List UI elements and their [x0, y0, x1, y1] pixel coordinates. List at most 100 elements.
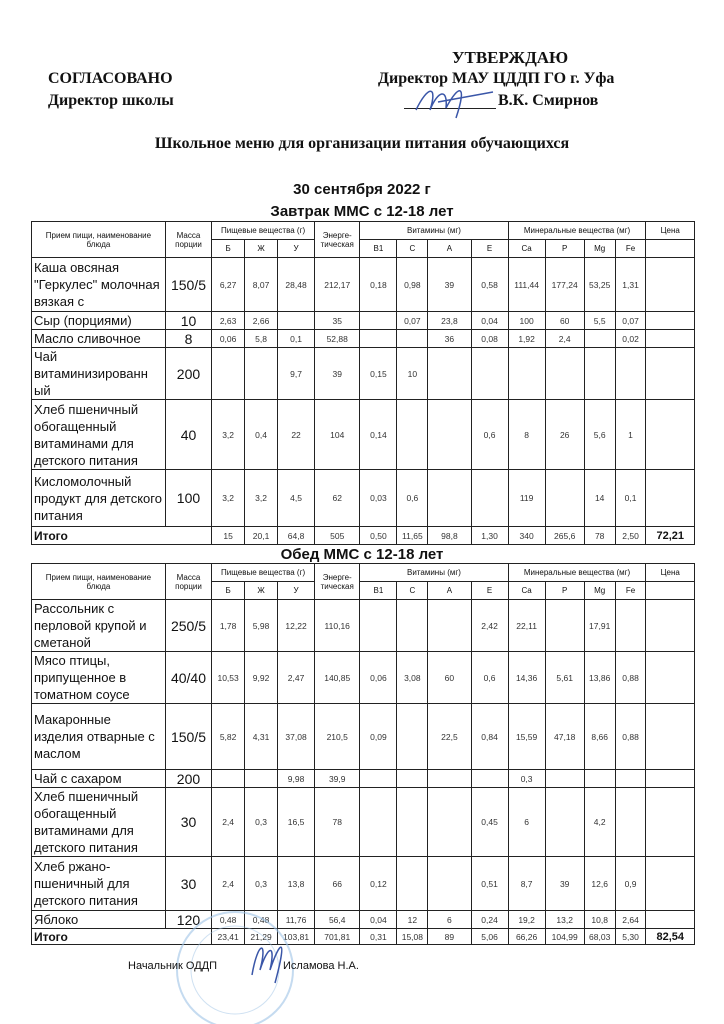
portion-mass: 40/40 [164, 651, 213, 704]
col-у-header: У [277, 239, 316, 258]
portion-mass: 250/5 [164, 599, 213, 652]
value-cell: 17,91 [583, 599, 616, 652]
value-cell: 16,5 [277, 787, 316, 857]
signature-line [404, 108, 496, 109]
value-cell: 2,64 [614, 910, 647, 929]
table-row: Чай с сахаром 200 9,98 39,9 0,3 [31, 769, 695, 788]
col-fe-header: Fe [614, 581, 647, 600]
header-row: Прием пищи, наименование блюда Масса порц… [31, 563, 695, 600]
col-c-header: C [396, 239, 429, 258]
portion-mass: 150/5 [164, 257, 213, 312]
value-cell: 6 [427, 910, 472, 929]
col-mass-header: Масса порции [164, 563, 213, 600]
value-cell: 2,66 [244, 311, 279, 330]
total-value: 5,06 [470, 928, 509, 945]
value-cell: 9,7 [277, 347, 316, 400]
portion-mass: 200 [164, 769, 213, 788]
value-cell: 14 [583, 469, 616, 527]
value-cell: 1,78 [211, 599, 246, 652]
col-c-header: C [396, 581, 429, 600]
value-cell: 0,24 [470, 910, 509, 929]
total-value: 0,50 [359, 526, 398, 545]
value-cell: 0,07 [396, 311, 429, 330]
value-cell: 47,18 [544, 703, 585, 770]
dish-name: Хлеб пшеничный обогащенный витаминами дл… [31, 399, 166, 470]
value-cell: 6,27 [211, 257, 246, 312]
value-cell [427, 399, 472, 470]
value-cell [427, 787, 472, 857]
value-cell [583, 769, 616, 788]
value-cell: 0,88 [614, 651, 647, 704]
price-cell [645, 769, 695, 788]
value-cell [211, 347, 246, 400]
dish-name: Кисломолочный продукт для детского питан… [31, 469, 166, 527]
value-cell [396, 329, 429, 348]
price-cell [645, 910, 695, 929]
price-cell [645, 399, 695, 470]
value-cell: 0,04 [470, 311, 509, 330]
value-cell: 0,02 [614, 329, 647, 348]
total-value: 78 [583, 526, 616, 545]
value-cell: 119 [507, 469, 546, 527]
approve-name: В.К. Смирнов [498, 92, 599, 109]
value-cell: 39 [544, 856, 585, 911]
dish-name: Мясо птицы, припущенное в томатном соусе [31, 651, 166, 704]
value-cell [359, 769, 398, 788]
col-ж-header: Ж [244, 239, 279, 258]
value-cell: 100 [507, 311, 546, 330]
table-row: Масло сливочное 8 0,06 5,8 0,1 52,88 36 0,08 1,9… [31, 329, 695, 348]
value-cell: 0,03 [359, 469, 398, 527]
value-cell: 3,2 [211, 399, 246, 470]
value-cell: 12,22 [277, 599, 316, 652]
value-cell [507, 347, 546, 400]
value-cell: 22,5 [427, 703, 472, 770]
total-value: 66,26 [507, 928, 546, 945]
value-cell: 3,08 [396, 651, 429, 704]
subheader-row: Б Ж У B1 C A E Ca P Mg Fe [32, 581, 695, 600]
value-cell [614, 599, 647, 652]
value-cell: 0,07 [614, 311, 647, 330]
value-cell: 111,44 [507, 257, 546, 312]
table-row: Мясо птицы, припущенное в томатном соусе… [31, 651, 695, 704]
value-cell: 8 [507, 399, 546, 470]
value-cell: 60 [427, 651, 472, 704]
breakfast-title: Завтрак ММС с 12-18 лет [270, 203, 454, 220]
value-cell: 2,63 [211, 311, 246, 330]
value-cell: 110,16 [314, 599, 361, 652]
value-cell: 19,2 [507, 910, 546, 929]
value-cell: 2,4 [211, 787, 246, 857]
value-cell [470, 347, 509, 400]
value-cell: 0,06 [359, 651, 398, 704]
col-price-sub [645, 581, 695, 600]
total-value: 103,81 [277, 928, 316, 945]
value-cell: 22,11 [507, 599, 546, 652]
value-cell [396, 703, 429, 770]
total-row: Итого 23,41 21,29 103,81 701,81 0,31 15,08 89 5,… [30, 928, 695, 945]
col-б-header: Б [211, 581, 246, 600]
portion-mass: 10 [164, 311, 213, 330]
total-value: 265,6 [544, 526, 585, 545]
value-cell [614, 769, 647, 788]
col-e-header: E [470, 581, 509, 600]
table-row: Яблоко 120 0,48 0,48 11,76 56,4 0,04 12 6 0,24 19,… [31, 910, 695, 929]
col-mass-header: Масса порции [164, 221, 213, 258]
value-cell: 0,51 [470, 856, 509, 911]
value-cell: 5,61 [544, 651, 585, 704]
col-p-header: P [544, 581, 585, 600]
value-cell: 5,5 [583, 311, 616, 330]
value-cell: 8,7 [507, 856, 546, 911]
value-cell: 2,42 [470, 599, 509, 652]
value-cell: 0,9 [614, 856, 647, 911]
col-mg-header: Mg [583, 581, 616, 600]
value-cell [359, 329, 398, 348]
total-value: 701,81 [314, 928, 361, 945]
value-cell: 0,09 [359, 703, 398, 770]
value-cell: 26 [544, 399, 585, 470]
value-cell: 1 [614, 399, 647, 470]
value-cell: 2,47 [277, 651, 316, 704]
col-minerals-header: Минеральные вещества (мг) [507, 563, 647, 582]
value-cell: 22 [277, 399, 316, 470]
value-cell [359, 787, 398, 857]
value-cell: 3,2 [211, 469, 246, 527]
value-cell [614, 347, 647, 400]
